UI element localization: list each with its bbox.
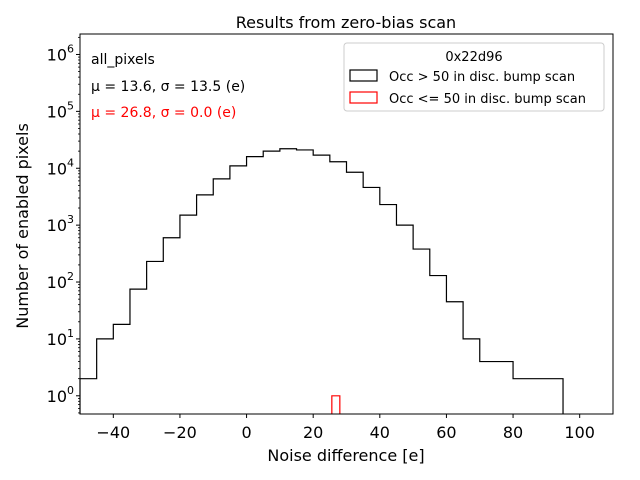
x-axis: −40 −20 0 20 40 60 80 100: [96, 414, 595, 442]
histogram-bar: [530, 379, 547, 414]
histogram-bar: [396, 225, 413, 414]
histogram-bar: [513, 379, 530, 414]
histogram-bar: [197, 195, 214, 414]
chart-title: Results from zero-bias scan: [236, 13, 456, 32]
histogram-bar: [480, 362, 497, 414]
y-tick-exponent: 2: [67, 270, 74, 283]
x-tick-label: 80: [503, 423, 523, 442]
x-tick-label: −40: [96, 423, 130, 442]
legend-label-black: Occ > 50 in disc. bump scan: [389, 70, 575, 85]
x-tick-label: 100: [564, 423, 595, 442]
histogram-bar: [280, 149, 297, 414]
histogram-bar: [147, 261, 164, 414]
legend-swatch-red: [349, 91, 378, 104]
histogram-bar: [163, 238, 180, 414]
histogram-outline-1: [331, 395, 341, 414]
x-axis-label: Noise difference [e]: [267, 446, 424, 465]
histogram-bar: [430, 276, 447, 414]
histogram-bar: [230, 166, 247, 414]
plot-frame: [79, 33, 614, 415]
histogram-bar: [247, 157, 264, 414]
histogram-bar: [113, 324, 130, 414]
annotation-stats-black: μ = 13.6, σ = 13.5 (e): [91, 79, 245, 95]
y-tick-exponent: 6: [67, 42, 74, 55]
series-layer: [79, 148, 564, 414]
y-tick-exponent: 3: [67, 213, 74, 226]
histogram-bar: [546, 379, 563, 414]
series-1: [331, 395, 341, 414]
histogram-bar: [332, 396, 340, 414]
histogram-bar: [413, 249, 430, 414]
x-tick-label: 20: [303, 423, 323, 442]
annotation-all-pixels: all_pixels: [91, 52, 155, 68]
y-tick-exponent: 5: [67, 99, 74, 112]
histogram-bar: [347, 172, 364, 414]
histogram-bar: [463, 339, 480, 414]
y-tick-exponent: 1: [67, 327, 74, 340]
legend-label-red: Occ <= 50 in disc. bump scan: [389, 92, 586, 107]
histogram-bar: [263, 151, 280, 414]
histogram-bar: [130, 289, 147, 414]
annotation-stats-red: μ = 26.8, σ = 0.0 (e): [91, 105, 236, 121]
histogram-bar: [446, 302, 463, 414]
x-tick-label: 0: [241, 423, 251, 442]
histogram-bar: [313, 155, 330, 414]
histogram-bar: [330, 162, 347, 414]
histogram-outline-0: [79, 148, 564, 414]
histogram-bar: [297, 150, 314, 414]
legend: 0x22d96 Occ > 50 in disc. bump scan Occ …: [343, 42, 605, 112]
x-tick-label: 60: [436, 423, 456, 442]
legend-swatch-black: [349, 69, 378, 82]
x-tick-label: 40: [370, 423, 390, 442]
y-axis-label: Number of enabled pixels: [13, 123, 32, 329]
histogram-bar: [80, 379, 97, 414]
histogram-bar: [363, 187, 380, 414]
y-tick-exponent: 0: [67, 384, 74, 397]
series-0: [79, 148, 564, 414]
histogram-bar: [380, 205, 397, 414]
histogram-bar: [180, 215, 197, 414]
y-tick-exponent: 4: [67, 156, 74, 169]
histogram-bar: [496, 362, 513, 414]
legend-title: 0x22d96: [445, 50, 502, 65]
x-tick-label: −20: [163, 423, 197, 442]
histogram-bar: [213, 179, 230, 414]
histogram-bar: [97, 339, 114, 414]
legend-box: [343, 42, 605, 112]
